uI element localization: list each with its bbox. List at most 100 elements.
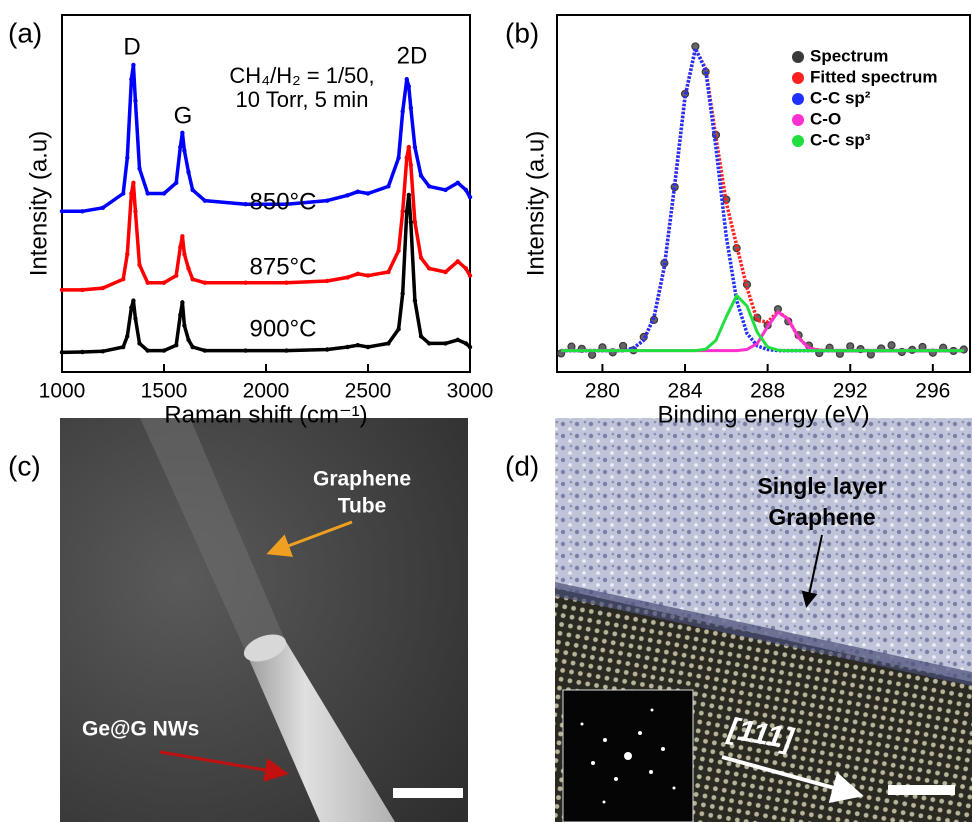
data-point [125, 252, 129, 256]
data-point [121, 277, 125, 281]
data-point [464, 266, 468, 270]
image-label: Tube [338, 495, 387, 518]
data-point [203, 281, 207, 285]
data-point [443, 270, 447, 274]
panel-label: (b) [505, 17, 539, 48]
plot-area [558, 43, 968, 358]
data-point [366, 345, 370, 349]
series-line [561, 49, 964, 351]
legend-label: C-C sp² [810, 88, 871, 107]
data-point [400, 291, 404, 295]
data-point [407, 84, 411, 88]
x-tick-label: 292 [833, 380, 868, 403]
data-point [345, 193, 349, 197]
data-point [60, 288, 64, 292]
annotation: 10 Torr, 5 min [236, 87, 369, 112]
legend-marker [792, 114, 804, 126]
data-point [203, 348, 207, 352]
data-point [427, 184, 431, 188]
x-tick-label: 2500 [345, 380, 392, 403]
data-point [80, 209, 84, 213]
data-point [468, 195, 472, 199]
data-point [133, 98, 137, 102]
data-point [413, 220, 417, 224]
image-label: Graphene [313, 468, 411, 491]
data-point [131, 298, 135, 302]
data-point [101, 349, 105, 353]
data-point [178, 145, 182, 149]
data-point [386, 270, 390, 274]
data-point [325, 198, 329, 202]
panel-label: (c) [8, 450, 41, 481]
series-label: 875°C [250, 253, 317, 280]
data-point [413, 298, 417, 302]
data-point [162, 348, 166, 352]
x-tick-label: 3000 [447, 380, 494, 403]
data-point [180, 234, 184, 238]
legend-label: C-O [810, 109, 841, 128]
data-point [131, 63, 135, 67]
sem-image: Graphene Tube Ge@G NWs (c) [8, 418, 468, 822]
y-axis-label: Intensity (a.u) [522, 131, 549, 276]
legend-marker [792, 51, 804, 63]
legend-label: C-C sp³ [810, 130, 871, 149]
image-label: Ge@G NWs [82, 718, 199, 741]
panel-label: (a) [8, 17, 42, 48]
data-point [325, 347, 329, 351]
data-point [145, 191, 149, 195]
series-label: 900°C [250, 315, 317, 342]
annotation: D [123, 33, 140, 60]
data-point [80, 350, 84, 354]
panel-label: (d) [505, 450, 539, 481]
legend-label: Fitted spectrum [810, 67, 938, 86]
data-point [174, 343, 178, 347]
data-point [243, 281, 247, 285]
series-label: 850°C [250, 188, 317, 215]
data-point [60, 350, 64, 354]
x-tick-label: 296 [915, 380, 950, 403]
data-point [400, 209, 404, 213]
image-label: Graphene [768, 504, 875, 530]
legend-marker [792, 93, 804, 105]
data-point [413, 145, 417, 149]
data-point [409, 220, 413, 224]
annotation: CH₄/H₂ = 1/50, [229, 63, 374, 88]
data-point [405, 209, 409, 213]
data-point [356, 343, 360, 347]
data-point [162, 281, 166, 285]
data-point [356, 272, 360, 276]
data-point [129, 77, 133, 81]
data-point [133, 209, 137, 213]
x-tick-label: 1000 [39, 380, 86, 403]
data-point [396, 156, 400, 160]
y-axis-label: Intensity (a.u) [25, 131, 52, 276]
data-point [101, 286, 105, 290]
data-point [419, 256, 423, 260]
data-point [419, 173, 423, 177]
scale-bar [888, 785, 955, 795]
x-tick-label: 288 [750, 380, 785, 403]
data-point [180, 300, 184, 304]
data-point [405, 156, 409, 160]
data-point [178, 245, 182, 249]
data-point [137, 341, 141, 345]
data-point [409, 106, 413, 110]
data-point [456, 259, 460, 263]
data-point [284, 348, 288, 352]
data-point [386, 341, 390, 345]
data-point [60, 209, 64, 213]
data-point [405, 77, 409, 81]
annotation: 2D [397, 42, 428, 69]
data-point [101, 206, 105, 210]
data-point [407, 193, 411, 197]
data-point [464, 341, 468, 345]
data-point [325, 279, 329, 283]
data-point [121, 191, 125, 195]
data-point [131, 181, 135, 185]
legend-label: Spectrum [810, 46, 888, 65]
data-point [190, 188, 194, 192]
data-point [137, 166, 141, 170]
data-point [243, 348, 247, 352]
data-point [345, 275, 349, 279]
x-tick-label: 284 [668, 380, 703, 403]
